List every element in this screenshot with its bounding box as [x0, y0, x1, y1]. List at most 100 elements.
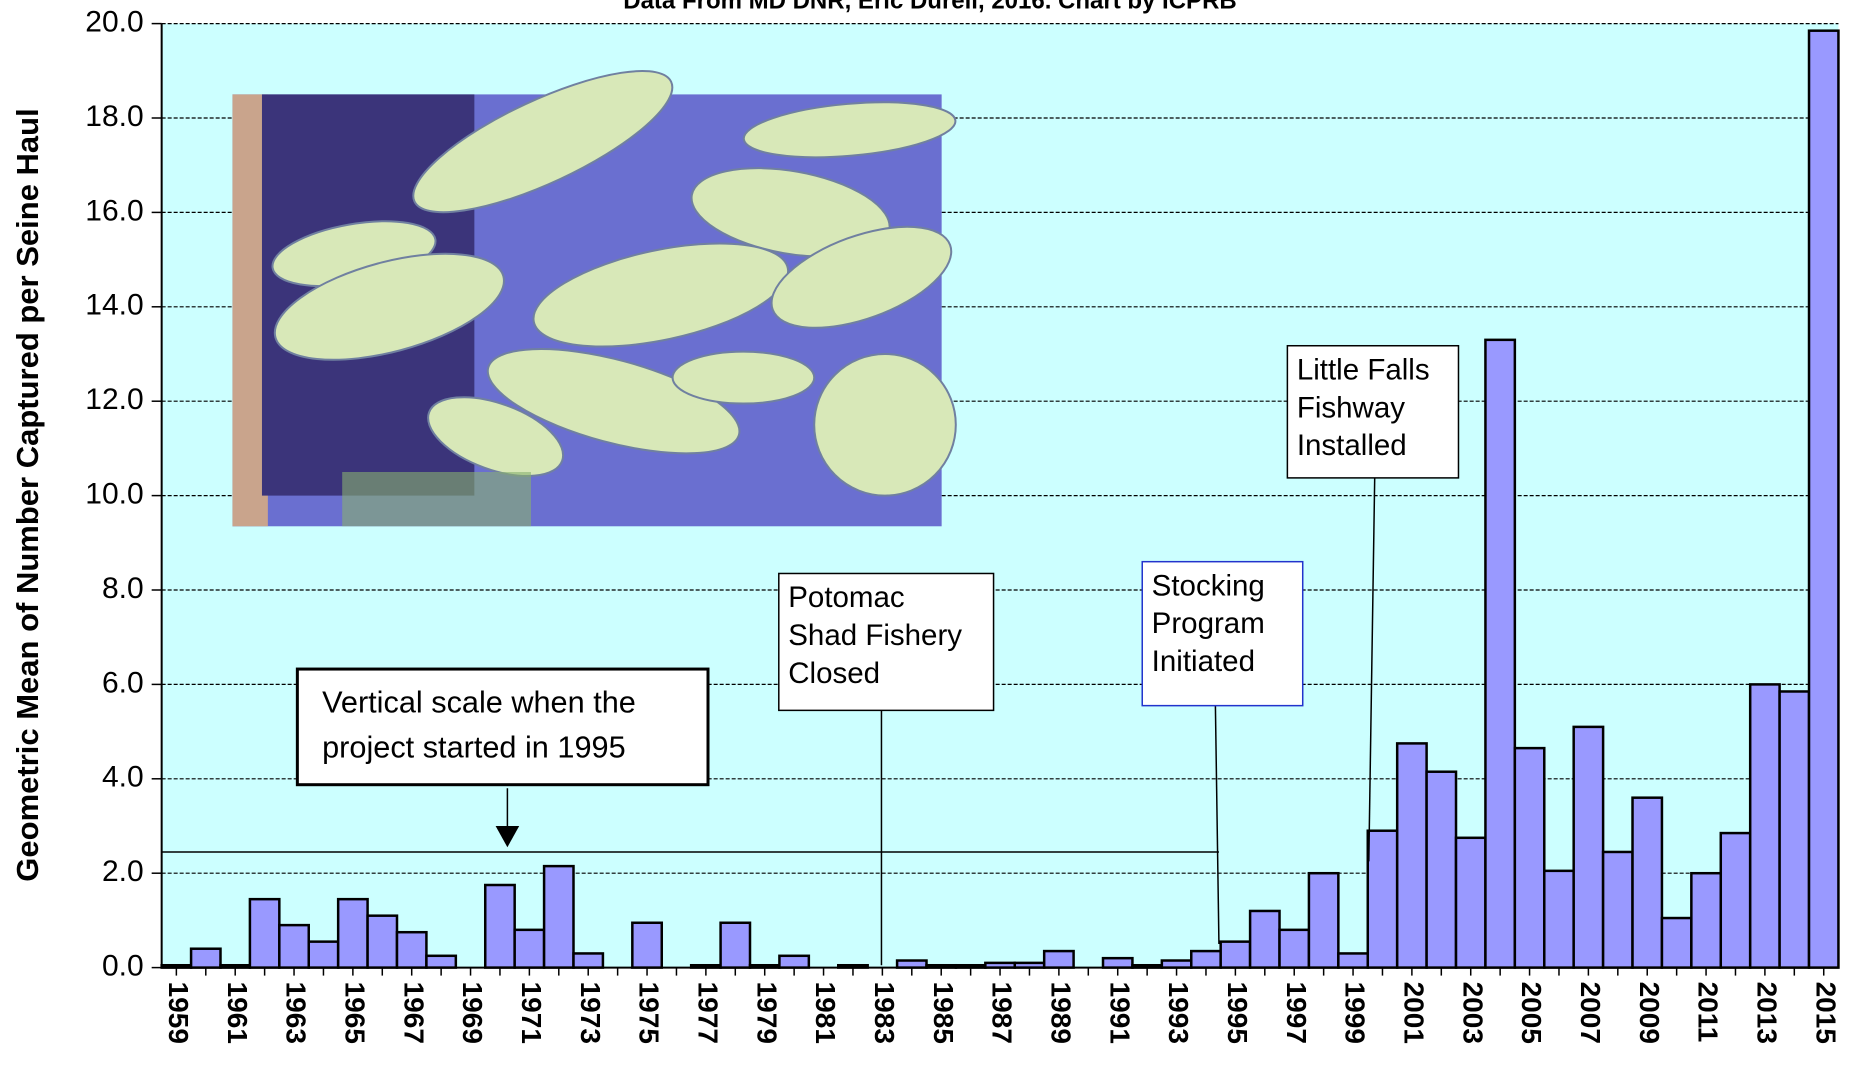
annotation-text: Installed — [1297, 429, 1407, 462]
x-tick-label: 1979 — [751, 982, 782, 1044]
x-tick-label: 1991 — [1104, 982, 1135, 1044]
x-tick-label: 1985 — [928, 982, 959, 1044]
bar — [1248, 909, 1281, 969]
annotation-text: Shad Fishery — [788, 619, 962, 652]
bar — [1366, 829, 1399, 969]
annotation-box — [1286, 344, 1460, 479]
fish — [412, 70, 674, 214]
bar — [483, 883, 516, 969]
bar — [1337, 952, 1370, 969]
x-tick-label: 1965 — [339, 982, 370, 1044]
annotation-box — [778, 572, 995, 712]
bar — [1219, 940, 1252, 969]
x-tick-label: 1967 — [398, 982, 429, 1044]
x-tick-label: 2015 — [1810, 982, 1841, 1044]
x-tick-label: 1995 — [1222, 982, 1253, 1044]
bar — [1160, 959, 1193, 969]
bar — [1278, 928, 1311, 969]
y-axis-label: Geometric Mean of Number Captured per Se… — [10, 108, 45, 881]
bar — [1660, 916, 1693, 969]
bar — [1425, 770, 1458, 969]
bar — [1572, 725, 1605, 969]
bar — [1807, 29, 1840, 969]
bar — [1307, 871, 1340, 969]
y-tick-label: 12.0 — [85, 383, 143, 416]
chart-title: Data From MD DNR, Eric Durell, 2016. Cha… — [623, 0, 1236, 14]
bar — [278, 923, 310, 969]
bar — [1778, 690, 1811, 969]
bar — [1543, 869, 1575, 969]
x-tick-label: 1959 — [163, 982, 194, 1044]
bar — [1042, 949, 1075, 969]
bar — [395, 930, 428, 969]
y-tick-label: 0.0 — [102, 950, 144, 983]
bar — [895, 959, 928, 969]
x-tick-label: 1999 — [1340, 982, 1371, 1044]
x-tick-label: 2003 — [1457, 982, 1488, 1044]
bar — [1719, 831, 1752, 969]
bar — [1454, 836, 1487, 969]
x-tick-label: 1983 — [869, 982, 900, 1044]
x-tick-label: 1969 — [457, 982, 488, 1044]
y-tick-label: 14.0 — [85, 289, 143, 322]
y-tick-label: 2.0 — [102, 855, 144, 888]
x-tick-label: 1997 — [1281, 982, 1312, 1044]
painting-grass — [342, 472, 531, 527]
x-tick-label: 1977 — [692, 982, 723, 1044]
x-tick-label: 1993 — [1163, 982, 1194, 1044]
callout-line — [1368, 477, 1376, 862]
fish — [532, 242, 790, 348]
y-tick-label: 16.0 — [85, 194, 143, 227]
bar — [425, 954, 458, 969]
bar — [336, 897, 369, 969]
annotation-text: project started in 1995 — [322, 729, 626, 764]
annotation-box — [295, 667, 710, 787]
y-tick-label: 18.0 — [85, 100, 143, 133]
x-tick-label: 2013 — [1752, 982, 1783, 1044]
callout-line — [1214, 705, 1220, 945]
arrow-head — [495, 826, 520, 848]
annotation-text: Fishway — [1297, 391, 1405, 424]
annotation-text: Closed — [788, 657, 880, 690]
x-tick-label: 2007 — [1575, 982, 1606, 1044]
x-tick-label: 2001 — [1399, 982, 1430, 1044]
x-tick-label: 1975 — [634, 982, 665, 1044]
annotation-text: Initiated — [1152, 645, 1255, 678]
bar — [513, 928, 546, 969]
fish — [273, 252, 505, 361]
y-tick-label: 8.0 — [102, 572, 144, 605]
fish — [427, 396, 565, 477]
x-tick-label: 2009 — [1634, 982, 1665, 1044]
y-tick-label: 6.0 — [102, 666, 144, 699]
fish — [742, 101, 957, 159]
x-tick-label: 1971 — [516, 982, 547, 1044]
bar — [248, 897, 281, 969]
x-tick-label: 2011 — [1693, 982, 1724, 1043]
fish-painting — [232, 70, 957, 527]
bar — [1101, 956, 1134, 969]
bar — [1484, 338, 1517, 969]
bar — [1395, 742, 1428, 969]
fish — [671, 350, 816, 405]
x-tick-label: 1961 — [222, 982, 253, 1044]
bar — [366, 914, 399, 969]
bar — [572, 952, 605, 969]
bar — [1190, 949, 1222, 969]
bar — [1631, 796, 1664, 969]
x-tick-label: 1973 — [575, 982, 606, 1044]
bar — [631, 921, 664, 969]
annotation-text: Potomac — [788, 581, 904, 614]
annotation-text: Little Falls — [1297, 353, 1430, 386]
bar — [1601, 850, 1634, 969]
y-tick-label: 10.0 — [85, 478, 143, 511]
x-tick-label: 1963 — [281, 982, 312, 1044]
annotation-text: Vertical scale when the — [322, 685, 636, 720]
x-tick-label: 1981 — [810, 982, 841, 1044]
fish — [486, 348, 741, 455]
annotation-text: Stocking — [1152, 569, 1265, 602]
annotation-box — [1141, 560, 1304, 707]
x-tick-label: 1987 — [987, 982, 1018, 1044]
x-tick-label: 2005 — [1516, 982, 1547, 1044]
bar — [1748, 683, 1781, 969]
